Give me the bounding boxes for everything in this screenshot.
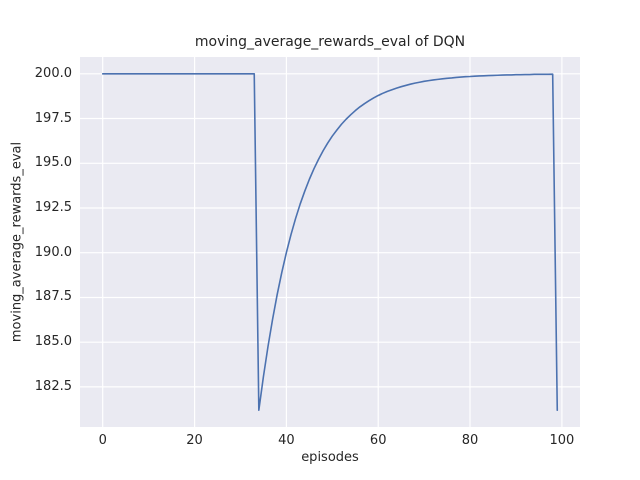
plot-area <box>80 57 580 427</box>
x-tick-label: 40 <box>278 433 295 448</box>
x-axis-label: episodes <box>301 450 359 465</box>
chart-title: moving_average_rewards_eval of DQN <box>194 34 466 50</box>
y-tick-label: 190.0 <box>34 244 72 260</box>
y-axis-label: moving_average_rewards_eval <box>9 141 25 343</box>
x-tick-label: 20 <box>186 433 203 448</box>
x-tick-label: 100 <box>549 433 575 448</box>
y-tick-label: 185.0 <box>34 334 72 350</box>
y-tick-label: 195.0 <box>34 155 72 171</box>
y-tick-label: 182.5 <box>34 378 72 394</box>
series-line <box>101 73 559 411</box>
y-tick-label: 192.5 <box>34 200 72 215</box>
x-tick-label: 0 <box>98 433 107 448</box>
x-tick-label: 60 <box>369 433 387 448</box>
plot-canvas <box>80 57 580 427</box>
y-tick-label: 197.5 <box>34 110 72 126</box>
y-tick-label: 200.0 <box>34 65 72 81</box>
x-tick-label: 80 <box>461 433 479 448</box>
y-tick-label: 187.5 <box>34 289 72 305</box>
